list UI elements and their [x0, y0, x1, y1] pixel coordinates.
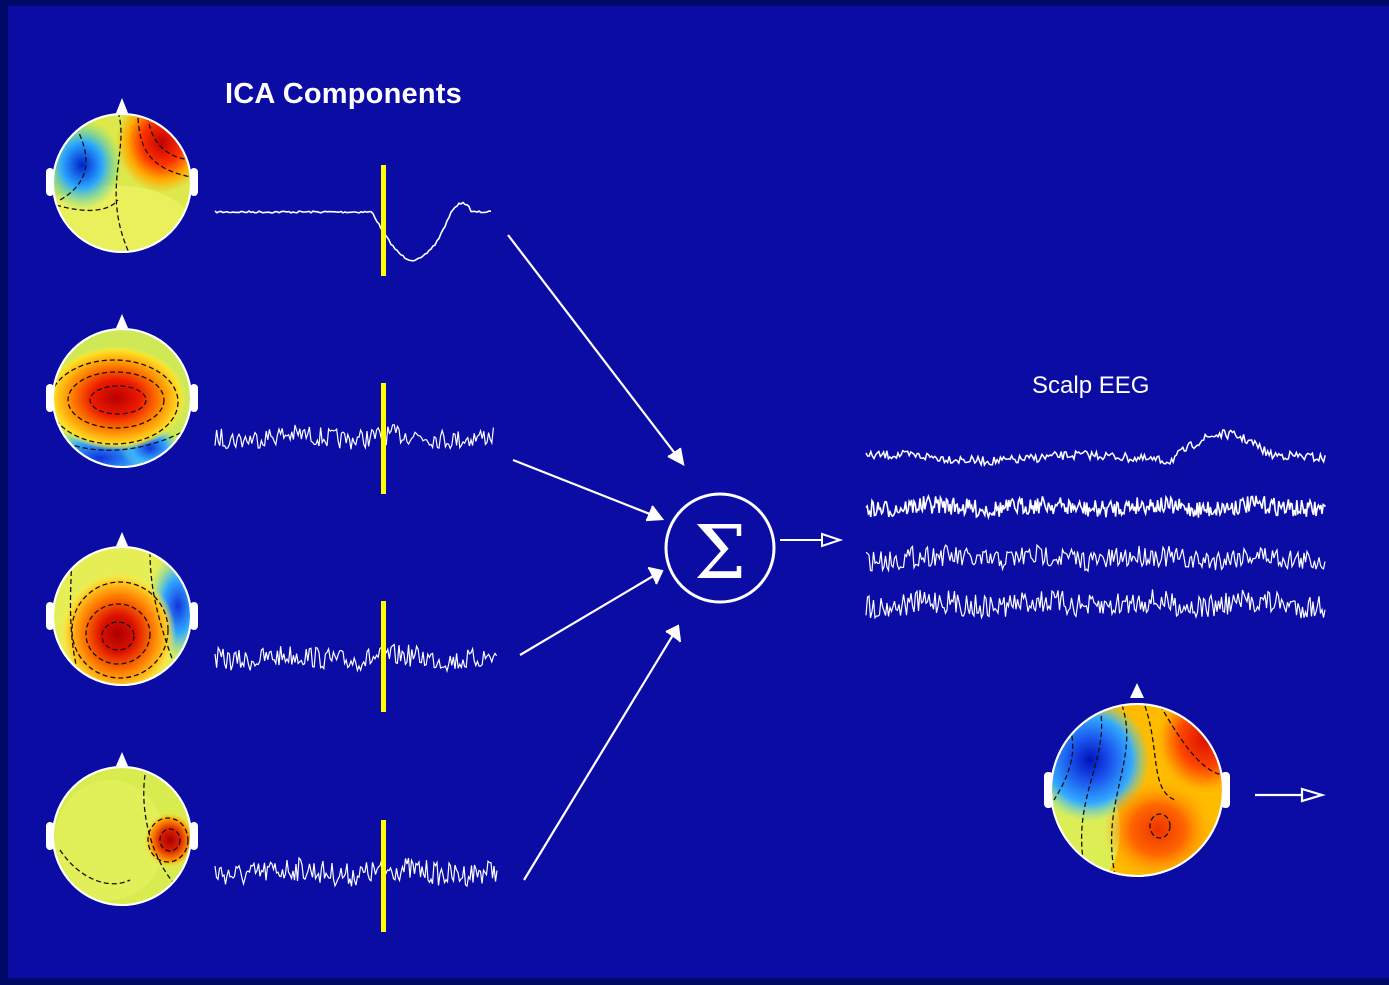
right-ear	[190, 602, 198, 630]
trace-component-3	[214, 643, 498, 674]
scalp-map-eeg	[1044, 683, 1230, 877]
output-arrow	[780, 532, 844, 548]
left-ear	[46, 168, 54, 196]
scalp-map-component-1	[46, 98, 198, 253]
event-marker	[381, 601, 386, 712]
arrow-component-1	[507, 234, 681, 461]
nose-marker	[116, 98, 128, 113]
right-ear	[190, 384, 198, 412]
scalp-eeg-trace-1	[865, 429, 1326, 468]
right-ear	[190, 168, 198, 196]
component-traces	[214, 201, 1327, 888]
arrow-component-4	[523, 629, 677, 881]
nose-marker	[1130, 683, 1144, 698]
scalp-eeg-trace-4	[865, 589, 1326, 620]
left-ear	[46, 384, 54, 412]
scalp-map-component-2	[46, 314, 198, 468]
event-markers	[381, 165, 386, 932]
scalp-map-component-3	[46, 532, 198, 686]
scalp-eeg-title: Scalp EEG	[1032, 372, 1150, 399]
left-ear	[46, 822, 54, 850]
trace-component-2	[214, 424, 494, 451]
right-ear	[190, 822, 198, 850]
left-ear	[46, 602, 54, 630]
arrow-component-2	[512, 458, 661, 520]
event-marker	[381, 165, 386, 276]
arrow-component-3	[519, 571, 661, 656]
nose-marker	[116, 532, 128, 546]
scalp-eeg-trace-2	[865, 494, 1327, 521]
scalp-map-arrow	[1255, 787, 1326, 803]
nose-marker	[116, 314, 128, 328]
sum-node: Σ	[664, 492, 776, 604]
scalp-map-component-4	[46, 752, 198, 906]
event-marker	[381, 820, 386, 932]
sigma-symbol: Σ	[694, 510, 746, 596]
mixing-arrows	[507, 234, 685, 881]
scalp-eeg-trace-3	[865, 543, 1326, 573]
event-marker	[381, 383, 386, 494]
ica-components-title: ICA Components	[225, 78, 462, 110]
nose-marker	[116, 752, 128, 766]
trace-component-4	[214, 856, 498, 888]
trace-component-1	[214, 201, 492, 262]
